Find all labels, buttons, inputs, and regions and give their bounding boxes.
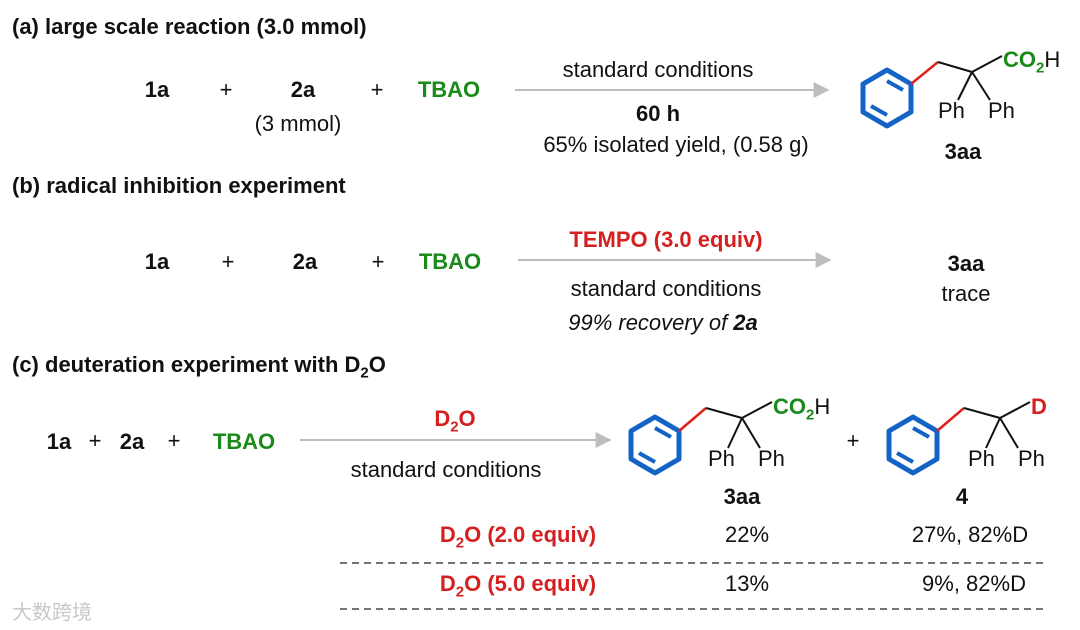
plus-sign: + [221,249,235,274]
plus-sign: + [371,249,385,274]
section-c-title: (c) deuteration experiment with D2O [12,352,386,382]
product-label-4: 4 [955,484,969,509]
product-label-3aa: 3aa [947,251,985,276]
reagent-tbao: TBAO [212,429,276,454]
condition-standard: standard conditions [570,276,762,301]
plus-sign: + [846,428,860,453]
molecule-4 [886,401,1031,476]
product-label-3aa: 3aa [723,484,761,509]
section-a-title: (a) large scale reaction (3.0 mmol) [12,14,367,39]
reactant-2a: 2a [119,429,145,454]
phenyl-label: Ph [1018,446,1045,471]
reactant-2a-amount: (3 mmol) [254,111,342,136]
reactant-1a: 1a [144,249,170,274]
product-label-3aa: 3aa [944,139,982,164]
condition-time: 60 h [635,101,681,126]
molecule-3aa-a [860,55,1003,129]
plus-sign: + [370,77,384,102]
co2h-group: CO2H [1003,47,1061,77]
reactant-1a: 1a [144,77,170,102]
yield-3aa: 13% [724,571,770,596]
condition-tempo: TEMPO (3.0 equiv) [569,227,763,252]
condition-d2o: D2O [434,406,476,436]
phenyl-label: Ph [708,446,735,471]
product-trace: trace [941,281,991,306]
plus-sign: + [167,428,181,453]
section-b-title: (b) radical inhibition experiment [12,173,346,198]
reactant-2a: 2a [290,77,316,102]
plus-sign: + [88,428,102,453]
phenyl-label: Ph [758,446,785,471]
phenyl-label: Ph [988,98,1015,123]
condition-recovery: 99% recovery of 2a [568,310,758,335]
condition-standard: standard conditions [350,457,542,482]
watermark: 大数跨境 [12,602,92,624]
reagent-tbao: TBAO [417,77,481,102]
plus-sign: + [219,77,233,102]
phenyl-label: Ph [968,446,995,471]
condition-standard: standard conditions [562,57,754,82]
molecule-3aa-c [628,401,773,476]
yield-4: 27%, 82%D [911,522,1029,547]
row-condition: D2O (5.0 equiv) [439,571,597,601]
yield-3aa: 22% [724,522,770,547]
phenyl-label: Ph [938,98,965,123]
row-condition: D2O (2.0 equiv) [439,522,597,552]
yield-4: 9%, 82%D [922,571,1026,596]
co2h-group: CO2H [773,394,831,424]
reagent-tbao: TBAO [418,249,482,274]
reactant-1a: 1a [46,429,72,454]
deuterium-label: D [1031,394,1047,419]
reactant-2a: 2a [292,249,318,274]
condition-yield: 65% isolated yield, (0.58 g) [543,132,809,157]
